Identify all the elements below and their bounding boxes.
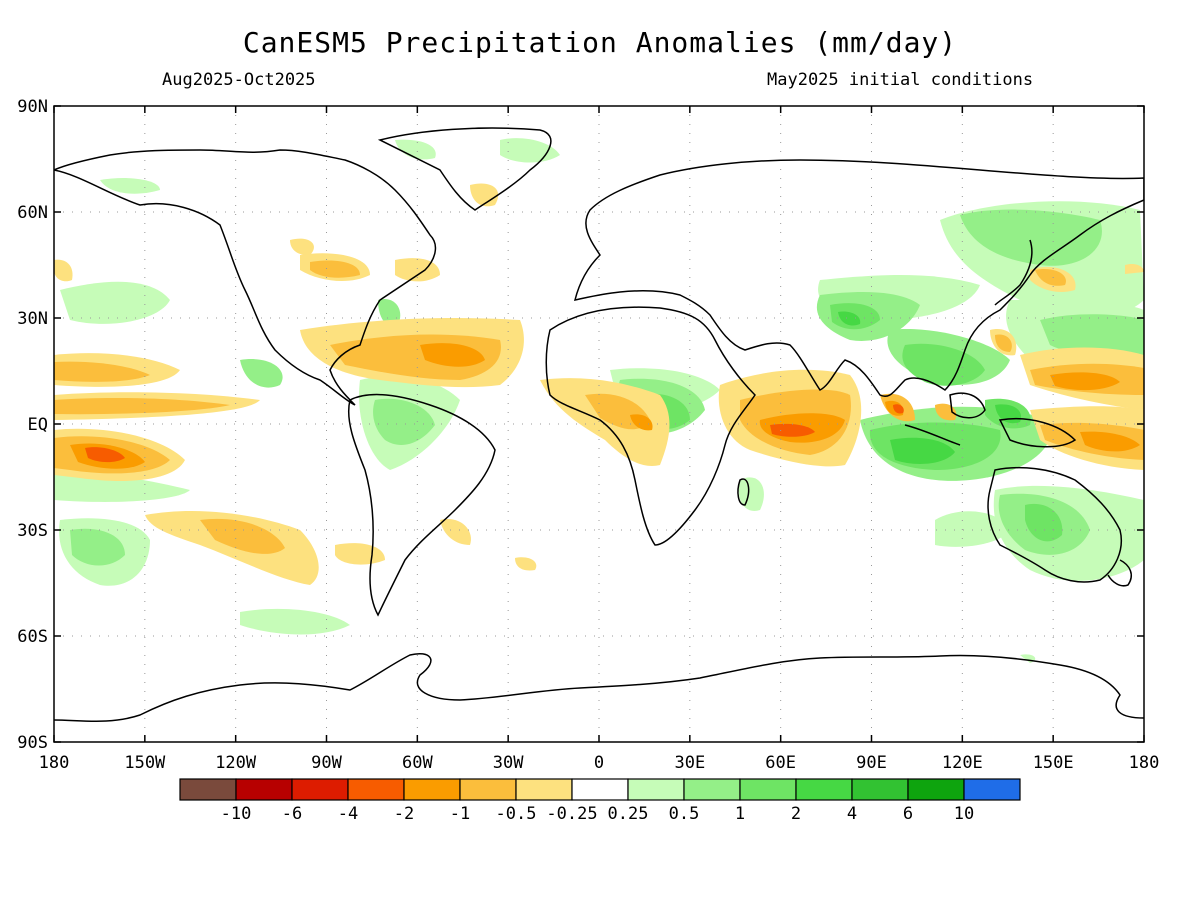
colorbar-swatch: [459, 778, 517, 801]
lon-label: 30W: [493, 753, 524, 773]
latitude-labels: 90N 60N 30N EQ 30S 60S 90S: [17, 97, 48, 753]
colorbar-label: 1: [735, 804, 745, 824]
lat-label: EQ: [28, 415, 48, 435]
lat-label: 30N: [17, 309, 48, 329]
colorbar-swatch: [179, 778, 237, 801]
colorbar-swatch: [963, 778, 1021, 801]
colorbar-swatch: [347, 778, 405, 801]
colorbar-label: -2: [394, 804, 414, 824]
colorbar-swatch: [515, 778, 573, 801]
colorbar-label: 0.5: [669, 804, 700, 824]
colorbar-swatch: [795, 778, 853, 801]
lon-label: 90E: [856, 753, 887, 773]
colorbar-label: -6: [282, 804, 302, 824]
colorbar-swatch: [291, 778, 349, 801]
colorbar-swatch: [907, 778, 965, 801]
lon-label: 180: [39, 753, 70, 773]
lon-label: 30E: [674, 753, 705, 773]
colorbar-swatch: [683, 778, 741, 801]
colorbar-labels: -10 -6 -4 -2 -1 -0.5 -0.25 0.25 0.5 1 2 4 6 10: [221, 804, 975, 824]
colorbar-swatch: [571, 778, 629, 801]
colorbar-label: 4: [847, 804, 857, 824]
lon-label: 60W: [402, 753, 433, 773]
colorbar: [179, 778, 1021, 801]
anomaly-shading: [54, 138, 1144, 663]
colorbar-label: 6: [903, 804, 913, 824]
colorbar-label: 2: [791, 804, 801, 824]
lon-label: 150W: [124, 753, 166, 773]
colorbar-label: -0.25: [546, 804, 597, 824]
longitude-labels: 180 150W 120W 90W 60W 30W 0 30E 60E 90E 120E 150E 18…: [39, 753, 1160, 773]
colorbar-label: -4: [338, 804, 358, 824]
colorbar-swatch: [235, 778, 293, 801]
map-title: CanESM5 Precipitation Anomalies (mm/day): [242, 26, 958, 59]
lat-label: 60S: [17, 627, 48, 647]
lon-label: 150E: [1033, 753, 1074, 773]
lon-label: 60E: [765, 753, 796, 773]
coastlines: [54, 127, 1144, 722]
colorbar-swatch: [739, 778, 797, 801]
colorbar-swatch: [403, 778, 461, 801]
colorbar-label: 10: [954, 804, 974, 824]
colorbar-label: -0.5: [496, 804, 537, 824]
lon-label: 120W: [215, 753, 257, 773]
colorbar-swatch: [627, 778, 685, 801]
lon-label: 180: [1129, 753, 1160, 773]
lat-label: 30S: [17, 521, 48, 541]
lon-label: 120E: [942, 753, 983, 773]
colorbar-swatch: [851, 778, 909, 801]
initial-conditions: May2025 initial conditions: [767, 70, 1034, 90]
colorbar-label: -1: [450, 804, 470, 824]
colorbar-label: 0.25: [608, 804, 649, 824]
lat-label: 60N: [17, 203, 48, 223]
forecast-period: Aug2025-Oct2025: [162, 70, 316, 90]
axis-ticks: [53, 105, 1145, 743]
lat-label: 90N: [17, 97, 48, 117]
lon-label: 0: [594, 753, 604, 773]
colorbar-label: -10: [221, 804, 252, 824]
lat-label: 90S: [17, 733, 48, 753]
lon-label: 90W: [311, 753, 342, 773]
